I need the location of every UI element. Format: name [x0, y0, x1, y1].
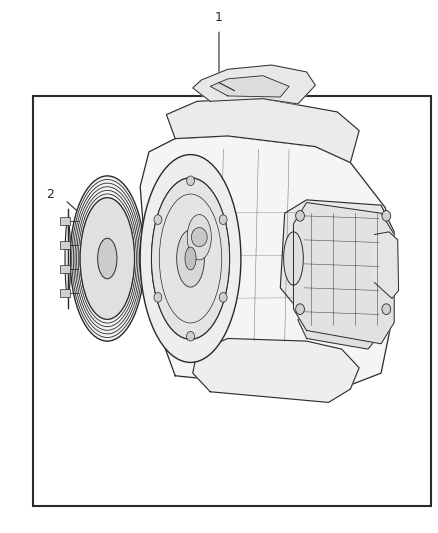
Polygon shape — [166, 99, 359, 163]
Ellipse shape — [80, 198, 134, 319]
Text: 1: 1 — [215, 11, 223, 24]
Ellipse shape — [284, 232, 304, 285]
Ellipse shape — [98, 238, 117, 279]
Circle shape — [187, 176, 194, 185]
Circle shape — [191, 228, 207, 247]
Bar — [60, 289, 70, 297]
Ellipse shape — [177, 230, 205, 287]
Circle shape — [187, 332, 194, 341]
Ellipse shape — [187, 215, 211, 260]
Ellipse shape — [185, 247, 196, 270]
Circle shape — [219, 215, 227, 224]
Text: 2: 2 — [46, 188, 54, 201]
Circle shape — [154, 293, 162, 302]
Ellipse shape — [65, 221, 71, 296]
Bar — [33, 96, 431, 506]
Polygon shape — [193, 65, 315, 104]
Polygon shape — [193, 338, 359, 402]
Ellipse shape — [140, 155, 241, 362]
Circle shape — [219, 293, 227, 302]
Polygon shape — [140, 136, 394, 392]
Circle shape — [382, 304, 391, 314]
Bar — [60, 217, 70, 225]
Circle shape — [154, 215, 162, 224]
Bar — [60, 265, 70, 273]
Polygon shape — [374, 232, 399, 298]
Circle shape — [382, 211, 391, 221]
Circle shape — [296, 211, 304, 221]
Polygon shape — [298, 309, 394, 349]
Polygon shape — [293, 203, 394, 344]
Ellipse shape — [152, 178, 230, 339]
Bar — [60, 241, 70, 249]
Polygon shape — [280, 200, 394, 322]
Polygon shape — [210, 76, 289, 97]
Ellipse shape — [70, 176, 145, 341]
Circle shape — [296, 304, 304, 314]
